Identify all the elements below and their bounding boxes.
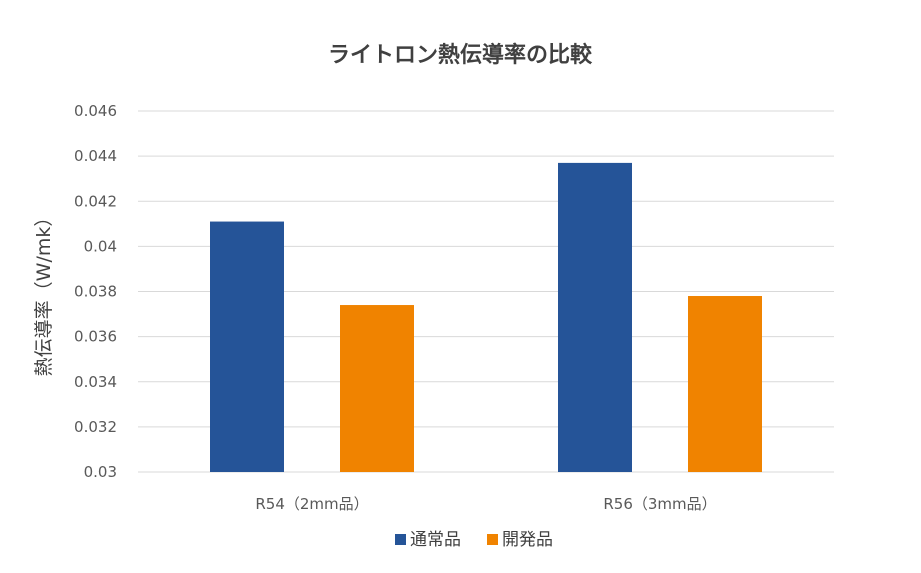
y-tick-label: 0.036 <box>74 328 117 346</box>
y-tick-label: 0.032 <box>74 418 117 436</box>
x-category-label: R54（2mm品） <box>255 495 368 513</box>
legend: 通常品 開発品 <box>395 530 553 550</box>
y-tick-label: 0.04 <box>84 237 117 255</box>
y-tick-label: 0.044 <box>74 147 117 165</box>
y-tick-label: 0.046 <box>74 102 117 120</box>
bar-standard <box>210 221 284 472</box>
x-category-label: R56（3mm品） <box>603 495 716 513</box>
bar-standard <box>558 162 632 473</box>
legend-label: 通常品 <box>410 530 461 550</box>
y-tick-label: 0.042 <box>74 192 117 210</box>
legend-swatch <box>487 534 498 545</box>
y-tick-label: 0.034 <box>74 373 117 391</box>
legend-swatch <box>395 534 406 545</box>
bars <box>210 162 762 473</box>
legend-label: 開発品 <box>502 530 553 550</box>
x-axis-categories: R54（2mm品） R56（3mm品） <box>255 495 716 513</box>
y-axis-label: 熱伝導率（W/mk） <box>33 208 55 377</box>
y-tick-label: 0.038 <box>74 283 117 301</box>
bar-developed <box>340 305 414 472</box>
y-tick-label: 0.03 <box>84 463 117 481</box>
y-axis-ticks: 0.03 0.032 0.034 0.036 0.038 0.04 0.042 0.044 0.… <box>74 102 117 481</box>
chart-title: ライトロン熱伝導率の比較 <box>328 42 593 68</box>
bar-developed <box>688 296 762 472</box>
